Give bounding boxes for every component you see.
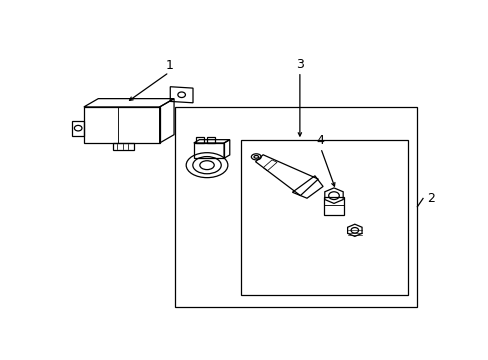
Bar bbox=[113, 143, 134, 150]
Text: 1: 1 bbox=[165, 59, 173, 72]
Bar bbox=[323, 197, 344, 215]
Text: 3: 3 bbox=[295, 58, 303, 71]
Bar bbox=[175, 107, 416, 307]
Text: 4: 4 bbox=[316, 134, 324, 147]
Bar bbox=[241, 140, 407, 296]
Text: 2: 2 bbox=[426, 192, 434, 205]
Bar bbox=[193, 143, 224, 158]
Bar bbox=[195, 137, 203, 143]
Bar bbox=[72, 121, 84, 136]
Bar bbox=[206, 137, 215, 143]
